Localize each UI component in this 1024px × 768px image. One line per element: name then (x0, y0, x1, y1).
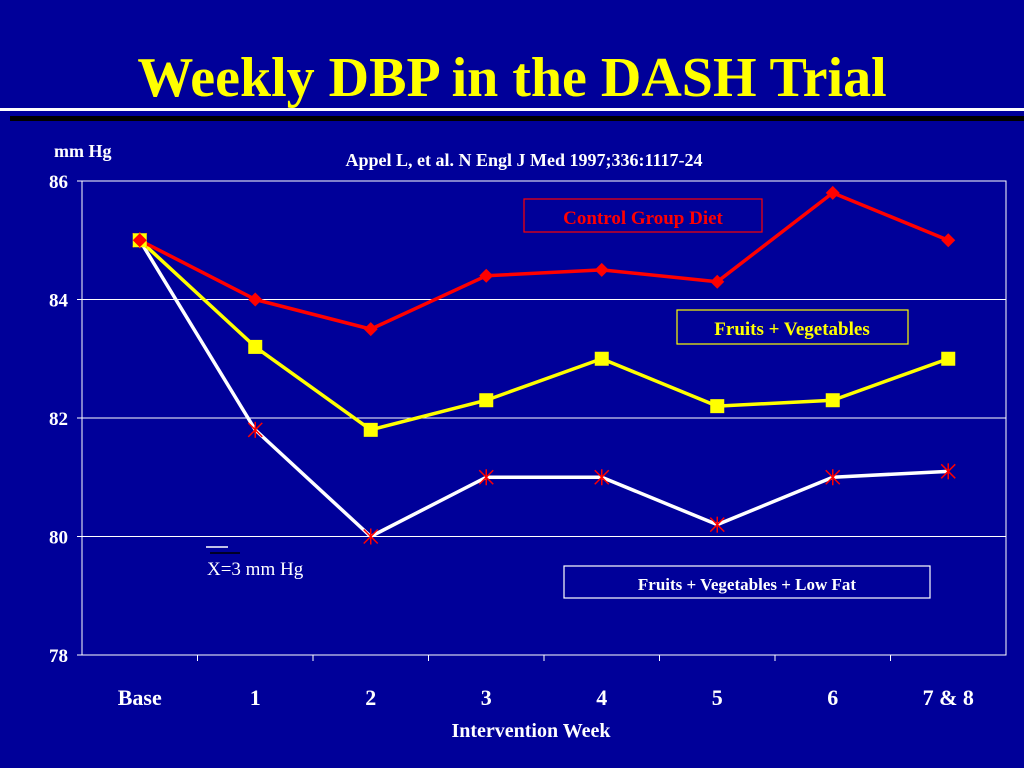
control-point-diamond (941, 233, 956, 248)
label-fruits-vegetables-low-fat: Fruits + Vegetables + Low Fat (563, 565, 931, 599)
x-tick-label: 7 & 8 (923, 685, 974, 710)
control-point-diamond (594, 262, 609, 277)
label-control-group-diet: Control Group Diet (523, 198, 763, 233)
x-tick-label: 3 (481, 685, 492, 710)
y-tick-label: 80 (49, 528, 68, 549)
label-fvlf-text: Fruits + Vegetables + Low Fat (638, 575, 857, 594)
control-point-diamond (479, 268, 494, 283)
x-tick-label: 6 (827, 685, 838, 710)
y-unit-label: mm Hg (54, 141, 112, 161)
fruits-vegetables-lowfat-point-asterisk (709, 516, 725, 533)
y-tick-label: 78 (49, 646, 68, 667)
x-tick-label: 5 (712, 685, 723, 710)
fruits-vegetables-point-square (825, 393, 840, 408)
fruits-vegetables-series-line (138, 238, 949, 432)
slide-title: Weekly DBP in the DASH Trial (137, 47, 887, 109)
fruits-vegetables-lowfat-point-asterisk (940, 463, 956, 480)
fruits-vegetables-point-square (479, 393, 494, 408)
title-rule-white (0, 108, 1024, 111)
fruits-vegetables-lowfat-point-asterisk (247, 421, 263, 438)
mean-difference-annotation: X=3 mm Hg (207, 559, 304, 580)
label-fv-text: Fruits + Vegetables (714, 319, 869, 340)
control-point-diamond (363, 322, 378, 337)
fruits-vegetables-lowfat-point-asterisk (478, 469, 494, 486)
fruits-vegetables-lowfat-series-line (138, 239, 949, 539)
y-tick-label: 82 (49, 409, 68, 430)
label-control-text: Control Group Diet (563, 208, 723, 229)
fruits-vegetables-point-square (710, 399, 725, 414)
fruits-vegetables-lowfat-point-asterisk (363, 528, 379, 545)
control-point-diamond (132, 233, 147, 248)
fruits-vegetables-point-square (594, 351, 609, 366)
title-rule-black (10, 116, 1024, 121)
control-series-line (138, 191, 949, 331)
fruits-vegetables-lowfat-point-asterisk (594, 469, 610, 486)
fruits-vegetables-point-square (248, 339, 263, 354)
control-point-diamond (248, 292, 263, 307)
y-tick-label: 86 (49, 172, 68, 193)
control-point-diamond (710, 274, 725, 289)
x-tick-label: 1 (250, 685, 261, 710)
x-tick-label: 2 (365, 685, 376, 710)
x-tick-label: Base (118, 685, 162, 710)
control-point-diamond (825, 185, 840, 200)
fruits-vegetables-point-square (363, 422, 378, 437)
fruits-vegetables-lowfat-point-asterisk (825, 469, 841, 486)
citation: Appel L, et al. N Engl J Med 1997;336:11… (345, 150, 702, 170)
x-axis-title: Intervention Week (451, 720, 611, 742)
x-tick-label: 4 (596, 685, 607, 710)
y-tick-label: 84 (49, 291, 69, 312)
fruits-vegetables-point-square (941, 351, 956, 366)
label-fruits-vegetables: Fruits + Vegetables (676, 309, 909, 345)
